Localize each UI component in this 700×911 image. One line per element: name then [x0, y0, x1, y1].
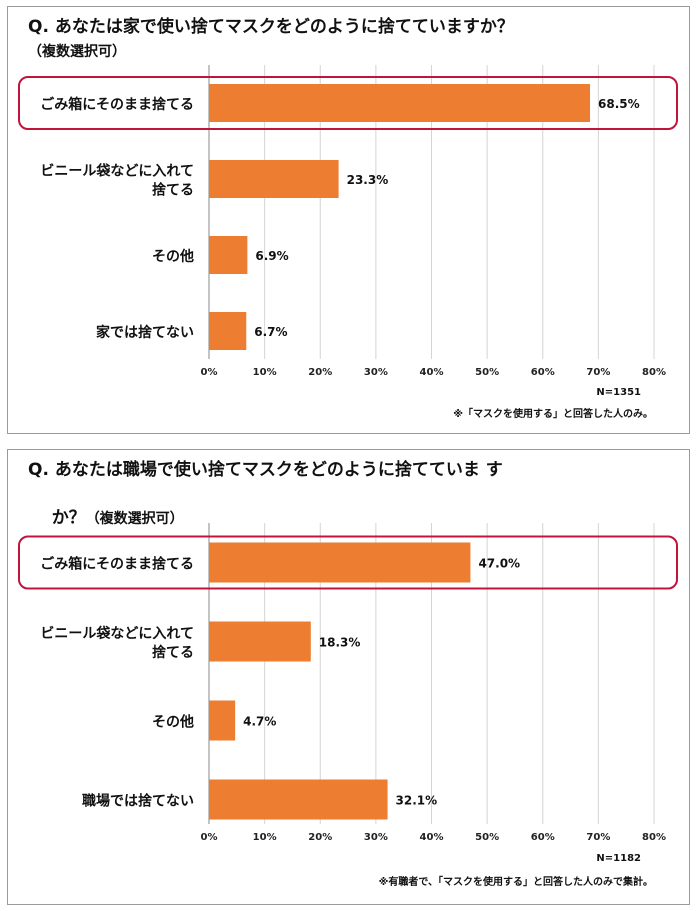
category-label: ごみ箱にそのまま捨てる	[40, 96, 194, 113]
chart-title: Q. あなたは職場で使い捨てマスクをどのように捨てていま す	[28, 460, 503, 480]
tick-label: 0%	[201, 832, 218, 843]
bar-chart-work: 0% 10% 20% 30% 40% 50% 60% 70% 80% 47.0% ごみ箱にそのまま捨…	[18, 523, 678, 843]
tick-label: 30%	[364, 832, 388, 843]
footnote: ※有職者で、「マスクを使用する」と回答した人のみで集計。	[378, 877, 653, 888]
tick-label: 80%	[642, 832, 666, 843]
chart-subtitle: （複数選択可）	[28, 44, 126, 60]
sample-size: N=1351	[596, 387, 641, 398]
tick-label: 60%	[531, 367, 555, 378]
chart-panel-work: Q. あなたは職場で使い捨てマスクをどのように捨てていま す か？（複数選択可）…	[7, 449, 690, 905]
bar	[209, 312, 247, 350]
category-label: ビニール袋などに入れて	[40, 625, 194, 642]
category-label: 職場では捨てない	[82, 793, 194, 810]
data-label: 6.9%	[255, 249, 288, 263]
category-label: 捨てる	[152, 644, 194, 661]
chart-title-line2: か？	[51, 508, 86, 528]
highlight-box	[18, 76, 678, 130]
category-label: 家では捨てない	[96, 324, 194, 341]
bar-chart-home: 0% 10% 20% 30% 40% 50% 60% 70% 80% 68.5% ごみ箱にそのまま捨…	[18, 65, 678, 378]
bar	[209, 160, 339, 198]
bar	[209, 236, 248, 274]
data-label: 68.5%	[598, 97, 640, 111]
bar	[209, 621, 311, 662]
tick-label: 0%	[201, 367, 218, 378]
tick-label: 50%	[475, 832, 499, 843]
category-label: ビニール袋などに入れて	[40, 163, 194, 180]
bar	[209, 84, 591, 122]
tick-label: 70%	[586, 367, 610, 378]
tick-label: 20%	[308, 832, 332, 843]
category-label: ごみ箱にそのまま捨てる	[40, 556, 194, 573]
data-label: 47.0%	[478, 557, 520, 571]
chart-title-cont: か？（複数選択可）	[28, 482, 184, 555]
data-label: 23.3%	[347, 173, 389, 187]
data-label: 18.3%	[319, 636, 361, 650]
footnote: ※「マスクを使用する」と回答した人のみ。	[453, 409, 653, 420]
chart-subtitle: （複数選択可）	[85, 511, 184, 527]
bar	[209, 542, 471, 583]
highlight-box	[18, 535, 678, 590]
tick-label: 50%	[475, 367, 499, 378]
tick-label: 10%	[253, 367, 277, 378]
tick-label: 30%	[364, 367, 388, 378]
tick-label: 40%	[420, 832, 444, 843]
tick-label: 40%	[420, 367, 444, 378]
data-label: 6.7%	[254, 325, 287, 339]
tick-label: 20%	[308, 367, 332, 378]
category-label: その他	[152, 714, 194, 731]
bar	[209, 779, 388, 820]
category-label: 捨てる	[152, 182, 194, 199]
data-label: 32.1%	[396, 794, 438, 808]
chart-title: Q. あなたは家で使い捨てマスクをどのように捨てていますか？	[28, 17, 514, 37]
category-label: その他	[152, 248, 194, 265]
tick-label: 80%	[642, 367, 666, 378]
chart-panel-home: Q. あなたは家で使い捨てマスクをどのように捨てていますか？ （複数選択可） 0…	[7, 6, 690, 434]
tick-label: 60%	[531, 832, 555, 843]
tick-label: 10%	[253, 832, 277, 843]
bar	[209, 700, 236, 741]
tick-label: 70%	[586, 832, 610, 843]
data-label: 4.7%	[243, 715, 276, 729]
sample-size: N=1182	[596, 853, 641, 864]
